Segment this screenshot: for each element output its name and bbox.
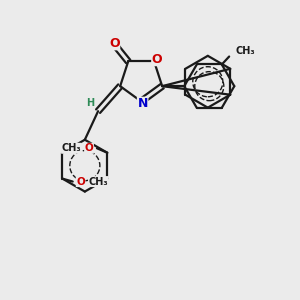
- Text: O: O: [76, 177, 85, 187]
- Text: CH₃: CH₃: [235, 46, 255, 56]
- Text: CH₃: CH₃: [61, 143, 81, 153]
- Text: O: O: [109, 37, 120, 50]
- Text: CH₃: CH₃: [88, 177, 108, 187]
- Text: O: O: [85, 143, 93, 153]
- Text: H: H: [86, 98, 94, 108]
- Text: O: O: [152, 52, 162, 66]
- Text: N: N: [137, 97, 148, 110]
